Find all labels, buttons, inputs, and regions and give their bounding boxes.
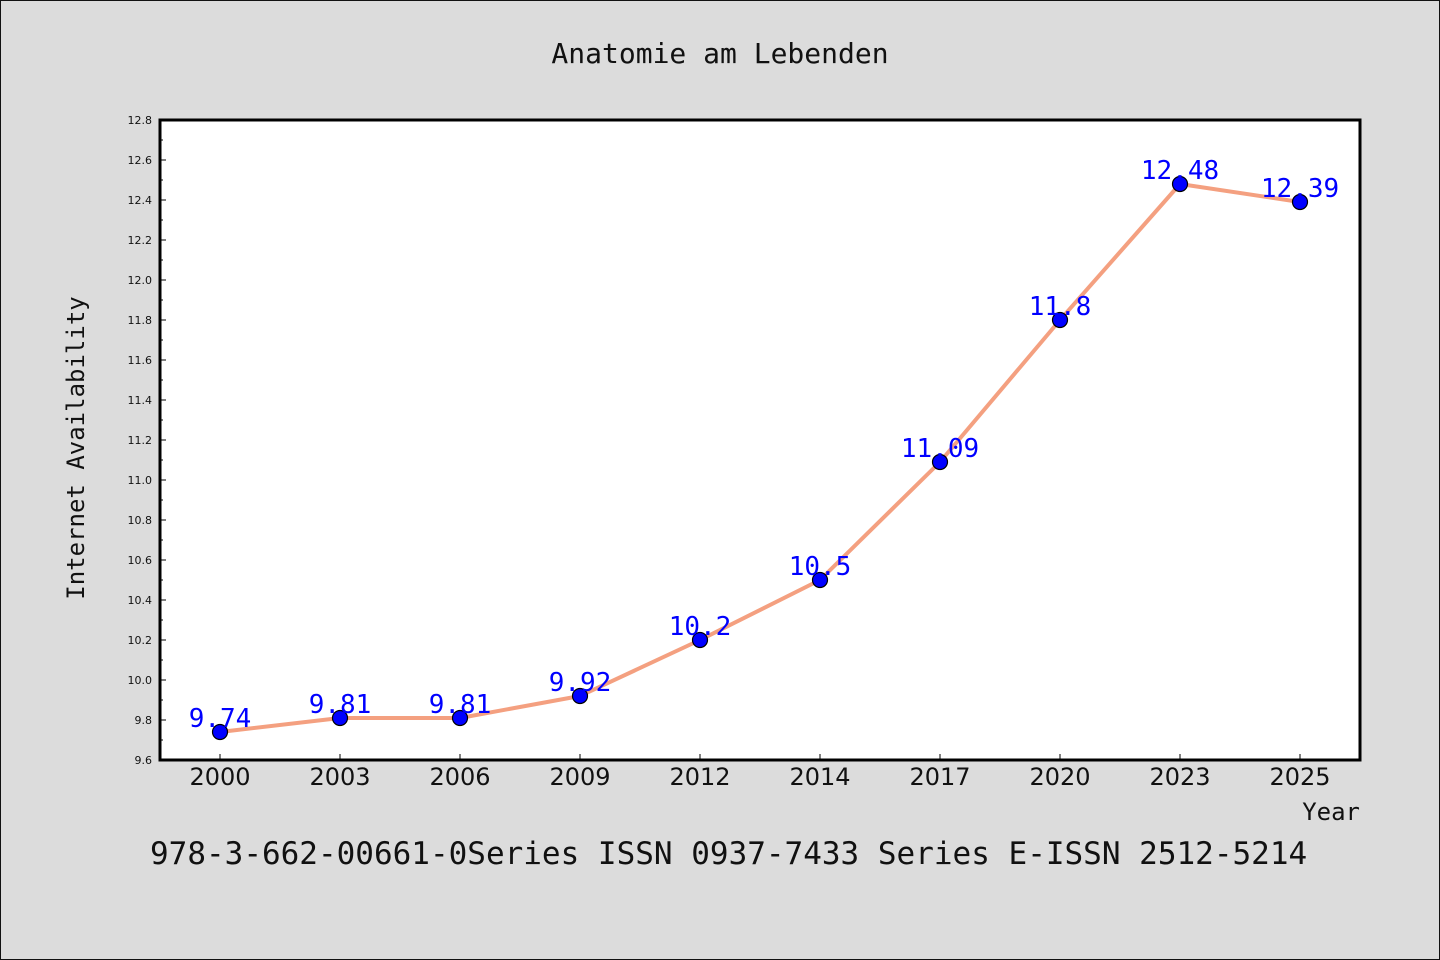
x-axis-title: Year	[1302, 798, 1360, 826]
data-label: 9.81	[309, 690, 372, 720]
data-point	[211, 723, 229, 741]
data-point	[1051, 311, 1069, 329]
isbn-issn-footer: 978-3-662-00661-0Series ISSN 0937-7433 S…	[150, 836, 1307, 872]
y-tick-label: 12.8	[128, 114, 153, 127]
data-point	[1171, 175, 1189, 193]
x-tick-label: 2012	[669, 763, 730, 791]
x-tick-label: 2023	[1149, 763, 1210, 791]
data-point	[691, 631, 709, 649]
x-axis: 2000 2003 2006 2009 2012 2014 2017 2020 2023 2025	[189, 754, 1331, 791]
x-tick-label: 2009	[549, 763, 610, 791]
data-label: 12.39	[1261, 174, 1339, 204]
y-tick-label: 11.6	[128, 354, 153, 367]
data-labels: 9.74 9.81 9.81 9.92 10.2 10.5 11.09 11.8 12.48 12…	[189, 156, 1339, 734]
series-line-group	[219, 182, 1301, 734]
y-tick-label: 12.4	[128, 194, 153, 207]
data-label: 10.2	[669, 612, 732, 642]
plot-frame	[158, 118, 1362, 762]
data-label: 11.09	[901, 434, 979, 464]
x-tick-label: 2014	[789, 763, 850, 791]
x-tick-label: 2006	[429, 763, 490, 791]
y-axis: 9.6 9.8 10.0 10.2 10.4 10.6 10.8 11.0 11.2 11.4 11…	[128, 114, 166, 767]
y-tick-label: 9.8	[135, 714, 153, 727]
y-tick-label: 10.6	[128, 554, 153, 567]
data-point	[331, 709, 349, 727]
y-tick-label: 11.4	[128, 394, 153, 407]
series-line	[219, 182, 1301, 734]
data-point	[811, 571, 829, 589]
data-label: 9.81	[429, 690, 492, 720]
chart-title: Anatomie am Lebenden	[551, 37, 888, 70]
data-label: 10.5	[789, 552, 852, 582]
data-point	[571, 687, 589, 705]
y-tick-label: 12.2	[128, 234, 153, 247]
data-label: 9.74	[189, 704, 252, 734]
y-tick-label: 12.0	[128, 274, 153, 287]
data-point	[931, 453, 949, 471]
y-tick-label: 9.6	[135, 754, 153, 767]
plot-area	[160, 120, 1360, 760]
y-tick-label: 10.8	[128, 514, 153, 527]
data-label: 12.48	[1141, 156, 1219, 186]
x-tick-label: 2025	[1269, 763, 1330, 791]
data-markers	[211, 175, 1309, 741]
x-tick-label: 2017	[909, 763, 970, 791]
x-tick-label: 2003	[309, 763, 370, 791]
y-tick-label: 12.6	[128, 154, 153, 167]
data-label: 11.8	[1029, 292, 1092, 322]
x-tick-label: 2000	[189, 763, 250, 791]
y-tick-label: 10.0	[128, 674, 153, 687]
y-axis-title: Internet Availability	[62, 296, 90, 599]
data-point	[451, 709, 469, 727]
y-tick-label: 10.2	[128, 634, 153, 647]
data-point	[1291, 193, 1309, 211]
x-tick-label: 2020	[1029, 763, 1090, 791]
y-tick-label: 10.4	[128, 594, 153, 607]
y-tick-label: 11.0	[128, 474, 153, 487]
y-tick-label: 11.8	[128, 314, 153, 327]
data-label: 9.92	[549, 668, 612, 698]
y-tick-label: 11.2	[128, 434, 153, 447]
